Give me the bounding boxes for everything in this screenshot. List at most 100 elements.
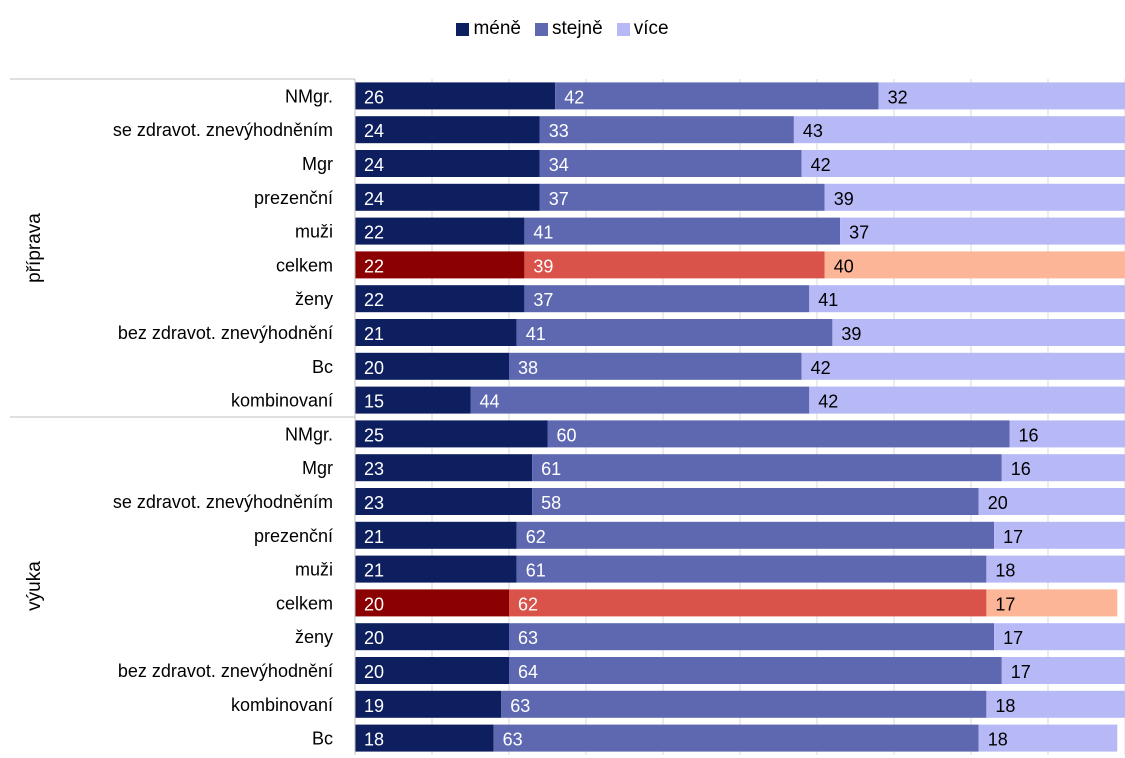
bar-segment-stejne [532, 454, 1002, 481]
bar-segment-vice [802, 150, 1125, 177]
data-label-mene: 23 [364, 459, 384, 479]
data-label-vice: 16 [1011, 459, 1031, 479]
data-label-vice: 20 [988, 493, 1008, 513]
data-label-stejne: 62 [518, 594, 538, 614]
bar-segment-stejne [540, 116, 794, 143]
data-label-vice: 32 [888, 87, 908, 107]
data-label-mene: 19 [364, 696, 384, 716]
row-label: bez zdravot. znevýhodnění [118, 323, 333, 343]
data-label-vice: 16 [1019, 425, 1039, 445]
row-label: bez zdravot. znevýhodnění [118, 661, 333, 681]
data-label-vice: 18 [995, 696, 1015, 716]
data-label-stejne: 37 [533, 290, 553, 310]
bar-segment-stejne [509, 589, 986, 616]
data-label-stejne: 42 [564, 87, 584, 107]
row-label: prezenční [254, 526, 333, 546]
data-label-mene: 18 [364, 730, 384, 750]
gridlines [355, 79, 1125, 755]
data-label-stejne: 37 [549, 189, 569, 209]
data-label-stejne: 63 [518, 628, 538, 648]
bar-segment-mene [355, 82, 555, 109]
bar-segment-vice [809, 387, 1125, 414]
row-label: celkem [276, 255, 333, 275]
row-label: Mgr [302, 458, 333, 478]
data-label-stejne: 44 [480, 392, 500, 412]
row-label: NMgr. [285, 86, 333, 106]
bar-segment-stejne [501, 691, 986, 718]
bar-segment-stejne [532, 488, 979, 515]
data-label-mene: 26 [364, 87, 384, 107]
row-label: muži [295, 222, 333, 242]
group-label: příprava [24, 213, 45, 283]
data-label-mene: 21 [364, 561, 384, 581]
data-label-mene: 20 [364, 358, 384, 378]
bar-segment-stejne [524, 251, 824, 278]
row-label: se zdravot. znevýhodněním [113, 120, 333, 140]
bar-segment-stejne [540, 184, 825, 211]
bar-segment-vice [832, 319, 1125, 346]
data-label-vice: 39 [841, 324, 861, 344]
bar-segment-vice [809, 285, 1125, 312]
row-label: kombinovaní [231, 695, 333, 715]
data-label-stejne: 34 [549, 155, 569, 175]
row-label: Bc [312, 357, 333, 377]
data-label-mene: 24 [364, 155, 384, 175]
bar-segment-vice [794, 116, 1125, 143]
bar-segment-stejne [517, 319, 833, 346]
data-label-vice: 18 [995, 561, 1015, 581]
bar-segment-stejne [524, 218, 840, 245]
bar-segment-vice [825, 184, 1125, 211]
row-label: prezenční [254, 188, 333, 208]
data-label-mene: 22 [364, 256, 384, 276]
row-label: ženy [295, 627, 333, 647]
data-label-mene: 22 [364, 223, 384, 243]
bar-segment-stejne [548, 420, 1010, 447]
data-label-stejne: 58 [541, 493, 561, 513]
bar-segment-stejne [509, 657, 1002, 684]
data-label-stejne: 64 [518, 662, 538, 682]
row-label: NMgr. [285, 424, 333, 444]
data-label-vice: 41 [818, 290, 838, 310]
data-label-vice: 39 [834, 189, 854, 209]
data-label-mene: 24 [364, 189, 384, 209]
data-label-stejne: 61 [526, 561, 546, 581]
row-label: se zdravot. znevýhodněním [113, 492, 333, 512]
group-label: výuka [24, 561, 45, 611]
data-label-vice: 43 [803, 121, 823, 141]
data-label-stejne: 62 [526, 527, 546, 547]
data-label-mene: 23 [364, 493, 384, 513]
data-label-stejne: 41 [533, 223, 553, 243]
data-label-stejne: 60 [557, 425, 577, 445]
bar-segment-vice [840, 218, 1125, 245]
data-label-vice: 17 [995, 594, 1015, 614]
data-label-stejne: 61 [541, 459, 561, 479]
data-label-mene: 21 [364, 324, 384, 344]
data-label-mene: 21 [364, 527, 384, 547]
data-label-vice: 37 [849, 223, 869, 243]
data-label-stejne: 63 [503, 730, 523, 750]
data-label-stejne: 63 [510, 696, 530, 716]
data-label-mene: 15 [364, 392, 384, 412]
data-label-vice: 42 [818, 392, 838, 412]
data-label-mene: 20 [364, 662, 384, 682]
bar-segment-vice [825, 251, 1125, 278]
bar-segment-stejne [471, 387, 810, 414]
data-label-mene: 20 [364, 628, 384, 648]
bar-segment-vice [802, 353, 1125, 380]
data-label-vice: 17 [1003, 628, 1023, 648]
row-label: muži [295, 560, 333, 580]
bar-segment-stejne [509, 353, 802, 380]
row-label: ženy [295, 289, 333, 309]
data-label-vice: 17 [1011, 662, 1031, 682]
bar-segment-stejne [509, 623, 994, 650]
data-label-vice: 17 [1003, 527, 1023, 547]
row-label: kombinovaní [231, 391, 333, 411]
bar-segment-stejne [494, 725, 979, 752]
data-label-stejne: 38 [518, 358, 538, 378]
bar-segment-vice [879, 82, 1125, 109]
data-label-mene: 22 [364, 290, 384, 310]
row-label: Bc [312, 729, 333, 749]
data-label-mene: 20 [364, 594, 384, 614]
data-label-vice: 42 [811, 358, 831, 378]
